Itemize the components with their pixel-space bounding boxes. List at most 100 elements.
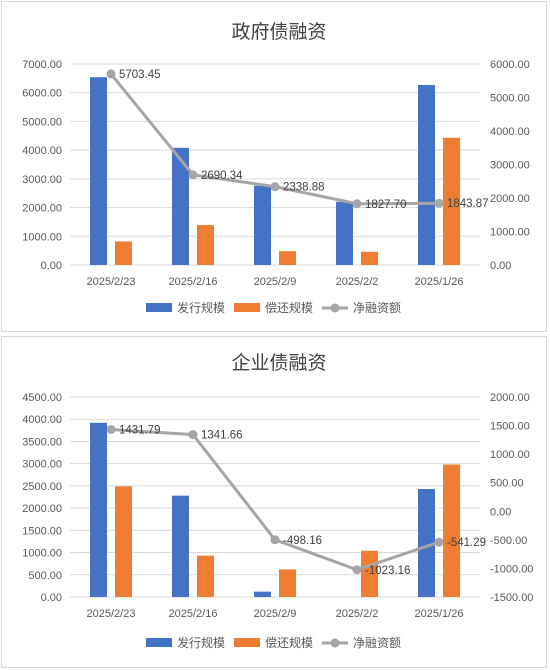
legend-label: 偿还规模 [265,635,313,650]
bar [279,251,296,265]
x-tick-label: 2025/2/2 [336,276,379,288]
data-label: -498.16 [283,535,322,547]
bar [172,495,189,597]
y-right-tick-label: -1000.00 [490,563,533,575]
data-label: -541.29 [447,537,486,549]
y-left-tick-label: 6000.00 [22,88,62,100]
line-point [270,182,280,192]
y-right-tick-label: 2000.00 [490,392,530,404]
x-tick-label: 2025/2/2 [336,608,379,620]
chart-title: 企业债融资 [231,352,326,374]
government-bond-chart: 政府债融资 0.00 1000.00 2000.00 3000.00 4000.00 500… [22,21,530,315]
y-left-tick-label: 2500.00 [22,481,62,493]
data-label: 1341.66 [201,430,243,442]
legend-label: 净融资额 [353,301,401,315]
x-tick-label: 2025/2/16 [169,608,218,620]
line-point [434,198,444,208]
y-right-tick-label: 0.00 [490,260,511,272]
y-right-tick-label: 5000.00 [490,93,530,105]
bar [197,225,214,265]
y-right-tick-label: -1500.00 [490,592,533,604]
y-right-tick-label: 6000.00 [490,59,530,71]
bar [279,569,296,597]
bar [418,84,435,265]
government-bond-chart-panel: 政府债融资 0.00 1000.00 2000.00 3000.00 4000.00 500… [1,1,547,332]
y-right-tick-label: 2000.00 [490,193,530,205]
y-left-tick-label: 3000.00 [22,459,62,471]
bar [443,137,460,265]
data-label: 1431.79 [119,424,161,436]
y-left-tick-label: 4000.00 [22,414,62,426]
legend-swatch [234,638,260,647]
y-right-tick-label: 0.00 [490,506,511,518]
y-left-tick-label: 1000.00 [22,231,62,243]
line-point [270,535,280,545]
legend-label: 发行规模 [177,635,225,650]
y-left-tick-label: 4500.00 [22,392,62,404]
x-tick-label: 2025/2/16 [169,276,218,288]
bar [115,241,132,265]
legend-label: 发行规模 [177,300,225,315]
y-left-tick-label: 5000.00 [22,116,62,128]
y-left-tick-label: 3000.00 [22,174,62,186]
y-right-tick-label: -500.00 [490,535,527,547]
bar [172,147,189,265]
line-point [106,424,116,434]
legend-swatch [146,303,172,312]
y-left-tick-label: 1500.00 [22,525,62,537]
y-left-tick-label: 0.00 [41,260,62,272]
y-right-tick-label: 500.00 [490,478,524,490]
corporate-bond-chart-panel: 企业债融资 0.00 500.00 1000.00 1500.00 2000.00 2500… [1,336,547,668]
y-right-tick-label: 1500.00 [490,421,530,433]
legend-marker [330,303,340,313]
bar [254,591,271,597]
legend-label: 偿还规模 [265,300,313,315]
y-left-tick-label: 1000.00 [22,548,62,560]
line-point [106,69,116,79]
bar [443,464,460,597]
x-tick-label: 2025/2/9 [254,276,297,288]
data-label: 2338.88 [283,182,325,194]
bar [254,185,271,265]
bar [115,486,132,597]
data-label: -1023.16 [365,565,410,577]
y-left-tick-label: 7000.00 [22,59,62,71]
y-left-tick-label: 4000.00 [22,145,62,157]
corporate-bond-chart: 企业债融资 0.00 500.00 1000.00 1500.00 2000.00 2500… [22,352,533,650]
line-point [188,170,198,180]
line-point [434,537,444,547]
chart-title: 政府债融资 [231,21,326,43]
bar [361,550,378,597]
y-left-tick-label: 0.00 [41,592,62,604]
bar [336,201,353,265]
legend-marker [330,638,340,648]
x-tick-label: 2025/2/23 [87,608,136,620]
legend-label: 净融资额 [353,636,401,650]
y-right-tick-label: 3000.00 [490,160,530,172]
y-right-tick-label: 4000.00 [490,126,530,138]
x-tick-label: 2025/1/26 [415,608,464,620]
data-label: 1827.70 [365,199,407,211]
legend-swatch [146,638,172,647]
line-point [352,199,362,209]
line-point [188,430,198,440]
bar [90,422,107,597]
line-point [352,565,362,575]
bar [361,251,378,265]
bar [418,489,435,597]
data-label: 2690.34 [201,170,243,182]
y-left-tick-label: 500.00 [28,570,62,582]
y-right-tick-label: 1000.00 [490,227,530,239]
y-left-tick-label: 3500.00 [22,436,62,448]
net-financing-line [110,427,440,572]
bar [90,77,107,265]
y-right-tick-label: 1000.00 [490,449,530,461]
y-left-tick-label: 2000.00 [22,503,62,515]
legend-swatch [234,303,260,312]
data-label: 1843.87 [447,198,489,210]
x-tick-label: 2025/2/23 [87,276,136,288]
x-tick-label: 2025/1/26 [415,276,464,288]
x-tick-label: 2025/2/9 [254,608,297,620]
bar [197,555,214,597]
y-left-tick-label: 2000.00 [22,203,62,215]
